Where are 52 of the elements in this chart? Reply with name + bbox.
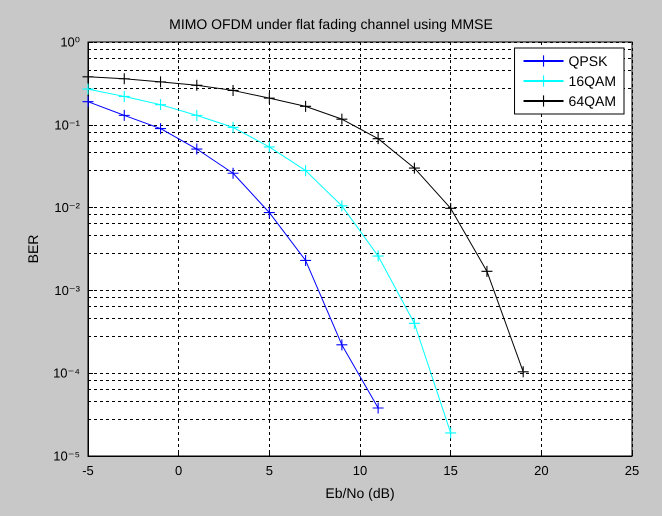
point	[300, 165, 312, 176]
point	[191, 80, 202, 91]
legend-label: QPSK	[568, 53, 608, 69]
point	[372, 402, 384, 414]
point	[372, 133, 384, 144]
y-axis-title: BER	[25, 234, 41, 264]
y-tick-label: 10⁰	[60, 34, 80, 50]
x-tick-label: 20	[534, 463, 549, 478]
point	[228, 84, 239, 96]
point	[155, 99, 166, 110]
point	[228, 122, 239, 133]
point	[408, 162, 420, 174]
point	[336, 339, 348, 350]
point	[155, 123, 166, 134]
point	[264, 207, 275, 218]
point	[118, 110, 130, 121]
point	[228, 168, 239, 179]
legend-label: 64QAM	[568, 93, 616, 109]
point	[82, 71, 94, 82]
y-tick-label: 10⁻³	[54, 282, 81, 298]
point	[408, 318, 420, 329]
chart-title: MIMO OFDM under flat fading channel using MMSE	[169, 16, 493, 32]
point	[372, 250, 384, 262]
point	[300, 100, 312, 112]
legend-label: 16QAM	[568, 73, 616, 89]
point	[191, 110, 202, 121]
y-tick-label: 10⁻¹	[54, 117, 81, 132]
point	[336, 200, 348, 212]
point	[118, 73, 130, 84]
point	[264, 141, 275, 152]
point	[445, 427, 456, 438]
point	[191, 144, 202, 155]
x-tick-label: -5	[82, 463, 94, 478]
x-tick-label: 15	[443, 463, 458, 478]
point	[118, 90, 130, 102]
point	[155, 76, 166, 88]
point	[336, 114, 348, 125]
y-tick-label: 10⁻⁴	[53, 366, 80, 381]
point	[518, 366, 529, 378]
point	[445, 202, 456, 214]
x-tick-label: 10	[352, 463, 368, 478]
x-tick-label: 0	[175, 463, 182, 478]
x-axis-title: Eb/No (dB)	[325, 485, 395, 501]
point	[264, 92, 275, 104]
x-tick-label: 25	[624, 463, 640, 478]
y-tick-label: 10⁻²	[54, 200, 81, 216]
point	[82, 84, 94, 95]
x-tick-label: 5	[266, 463, 273, 478]
point	[300, 254, 312, 266]
point	[481, 266, 492, 277]
point	[82, 96, 94, 108]
y-tick-label: 10⁻⁵	[53, 448, 80, 464]
